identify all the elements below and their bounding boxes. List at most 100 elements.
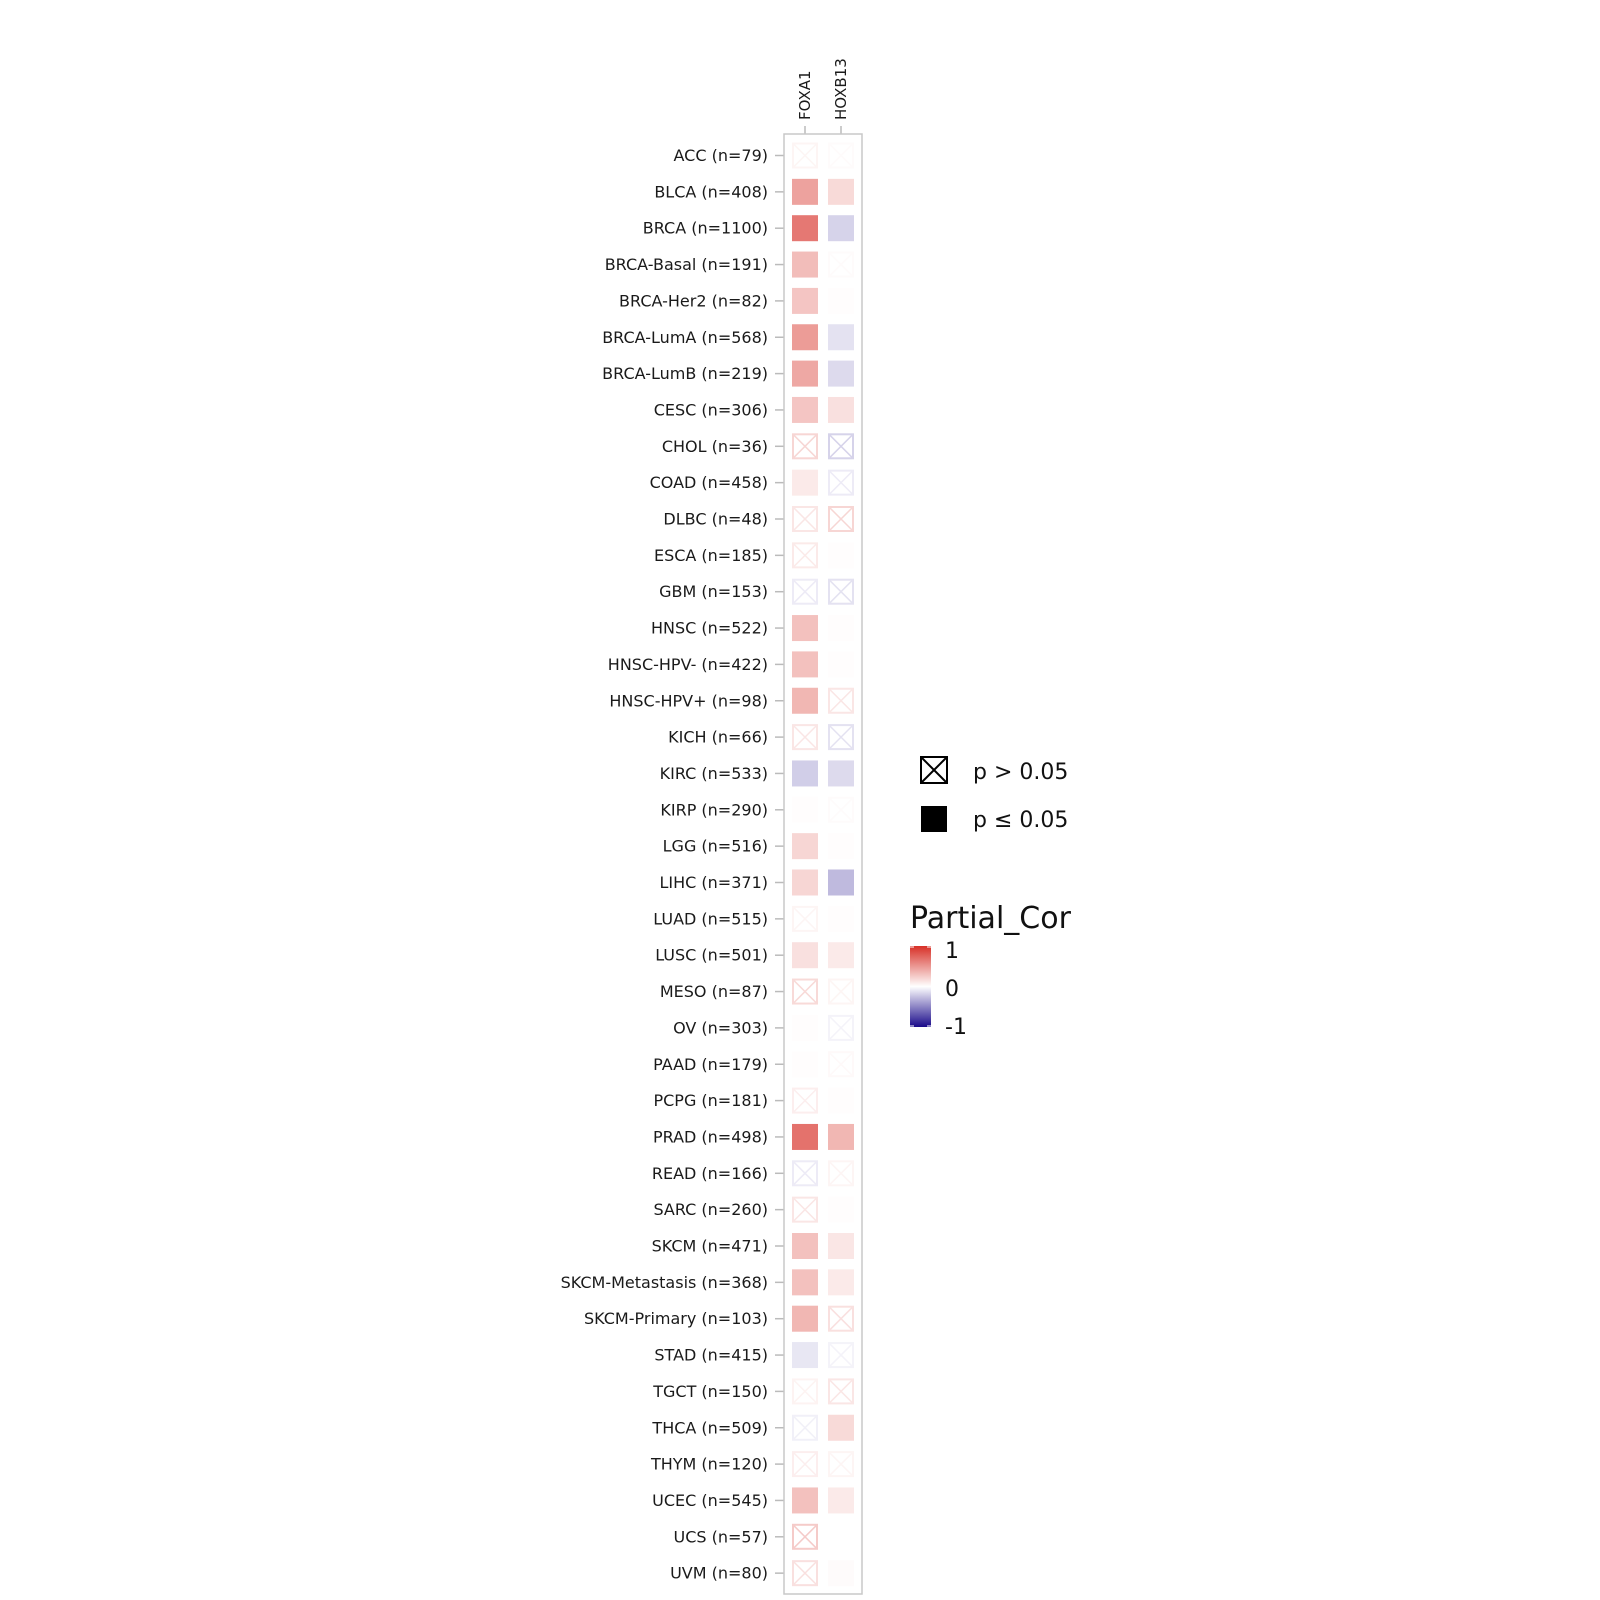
heatmap-cell-nonsig — [792, 578, 818, 605]
colorbar-tick-max: 1 — [945, 939, 959, 964]
column-label: FOXA1 — [796, 70, 814, 120]
heatmap-cell-nonsig — [792, 1196, 818, 1223]
heatmap-cell-nonsig — [828, 1451, 854, 1478]
colorbar-legend: Partial_Cor 1 0 -1 — [910, 901, 1072, 1040]
heatmap-cell — [828, 1233, 854, 1259]
row-label: PRAD (n=498) — [653, 1127, 768, 1146]
heatmap-cell — [828, 615, 854, 642]
p-not-sig-legend-label: p > 0.05 — [973, 760, 1068, 785]
heatmap-cell-nonsig — [828, 978, 854, 1005]
heatmap-cell — [828, 760, 854, 787]
heatmap-frame — [783, 133, 863, 1595]
heatmap-cell — [792, 469, 818, 496]
row-label: MESO (n=87) — [660, 982, 768, 1001]
heatmap-cell — [792, 1305, 818, 1332]
row-label: UVM (n=80) — [670, 1564, 768, 1583]
heatmap-cell — [792, 287, 818, 314]
heatmap-cell-nonsig — [828, 506, 854, 532]
heatmap-cell — [792, 1051, 818, 1078]
colorbar-tick-mid: 0 — [945, 977, 959, 1002]
heatmap-cell-nonsig — [828, 251, 854, 278]
row-label: PCPG (n=181) — [653, 1091, 768, 1110]
heatmap-cell — [828, 1087, 854, 1114]
heatmap-cell — [792, 396, 818, 423]
column-label: HOXB13 — [832, 58, 850, 120]
heatmap-cell — [828, 396, 854, 423]
heatmap-cell — [792, 760, 818, 787]
heatmap-cell — [828, 1523, 854, 1550]
row-label: HNSC-HPV+ (n=98) — [609, 691, 768, 710]
row-label: UCS (n=57) — [673, 1527, 768, 1546]
row-label: ESCA (n=185) — [654, 546, 768, 565]
row-label: BRCA-Her2 (n=82) — [619, 291, 768, 310]
row-label: ACC (n=79) — [674, 146, 768, 165]
row-label: PAAD (n=179) — [653, 1055, 768, 1074]
row-label: THYM (n=120) — [650, 1455, 768, 1474]
row-label: LGG (n=516) — [663, 837, 768, 856]
heatmap-cell — [792, 1342, 818, 1369]
row-label: SKCM-Primary (n=103) — [584, 1309, 768, 1328]
row-label: LUSC (n=501) — [655, 946, 768, 965]
heatmap-cell — [828, 942, 854, 969]
heatmap-cell — [792, 178, 818, 205]
heatmap-cell — [828, 215, 854, 242]
colorbar — [910, 946, 931, 1027]
heatmap-cell-nonsig — [792, 905, 818, 932]
row-label: READ (n=166) — [652, 1164, 768, 1183]
row-label: DLBC (n=48) — [663, 510, 768, 529]
row-label: BRCA-Basal (n=191) — [605, 255, 768, 274]
heatmap-cell — [792, 215, 818, 242]
heatmap-cell — [828, 1123, 854, 1150]
heatmap-cell-nonsig — [792, 1523, 818, 1550]
heatmap-cell — [792, 651, 818, 678]
heatmap-cell-nonsig — [828, 1051, 854, 1078]
heatmap-cell — [792, 615, 818, 642]
heatmap-cell-nonsig — [828, 724, 854, 751]
heatmap-cell — [792, 1123, 818, 1150]
heatmap-cell-nonsig — [828, 687, 854, 714]
heatmap-cell — [792, 796, 818, 823]
row-label: BRCA-LumA (n=568) — [602, 328, 768, 347]
heatmap-cell — [792, 1014, 818, 1041]
row-label: OV (n=303) — [673, 1018, 768, 1037]
heatmap-cell — [792, 1233, 818, 1259]
row-label: UCEC (n=545) — [652, 1491, 768, 1510]
row-label: BLCA (n=408) — [654, 182, 768, 201]
heatmap-cell — [792, 833, 818, 860]
p-not-sig-legend-icon — [920, 756, 948, 784]
heatmap-cell — [828, 1414, 854, 1441]
row-label: SKCM (n=471) — [652, 1237, 768, 1256]
row-label: KICH (n=66) — [668, 728, 768, 747]
significance-legend: p > 0.05 p ≤ 0.05 — [920, 756, 1068, 833]
heatmap-cell-nonsig — [792, 1414, 818, 1441]
p-sig-legend-label: p ≤ 0.05 — [973, 808, 1068, 833]
heatmap-cell-nonsig — [828, 578, 854, 605]
heatmap-cell-nonsig — [792, 1378, 818, 1405]
heatmap-cell — [792, 1269, 818, 1296]
heatmap-cell-nonsig — [792, 978, 818, 1005]
row-label: BRCA (n=1100) — [643, 219, 768, 238]
row-label: GBM (n=153) — [659, 582, 768, 601]
row-label: HNSC (n=522) — [651, 619, 768, 638]
heatmap-cell — [828, 360, 854, 387]
heatmap-cell — [828, 542, 854, 569]
heatmap-cell — [792, 1487, 818, 1514]
row-label: LUAD (n=515) — [653, 909, 768, 928]
heatmap-cell — [792, 324, 818, 351]
colorbar-tick-min: -1 — [945, 1015, 967, 1040]
heatmap-cell-nonsig — [792, 1087, 818, 1114]
heatmap-cell-nonsig — [828, 1305, 854, 1332]
heatmap-cell-nonsig — [792, 1451, 818, 1478]
heatmap-cell-nonsig — [828, 1378, 854, 1405]
p-sig-legend-icon — [921, 806, 947, 832]
row-labels: ACC (n=79) BLCA (n=408) BRCA (n=1100) BRCA-… — [561, 146, 784, 1583]
heatmap-cell-nonsig — [828, 433, 854, 460]
heatmap-cell — [828, 1487, 854, 1514]
row-label: LIHC (n=371) — [660, 873, 769, 892]
heatmap-cell — [792, 360, 818, 387]
row-label: SARC (n=260) — [653, 1200, 768, 1219]
heatmap-cell — [828, 1269, 854, 1296]
row-label: BRCA-LumB (n=219) — [602, 364, 768, 383]
row-label: STAD (n=415) — [654, 1346, 768, 1365]
